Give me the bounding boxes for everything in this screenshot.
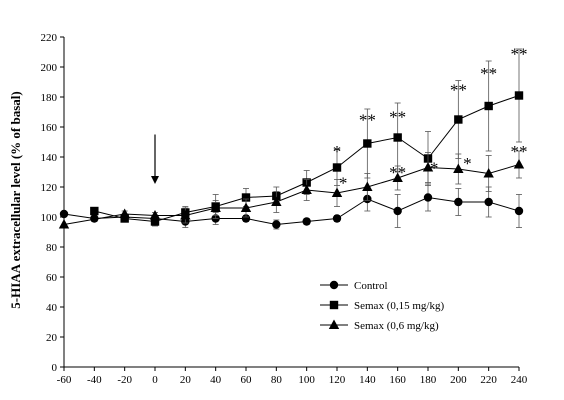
significance-mark: ** <box>511 142 528 161</box>
significance-mark: ** <box>389 108 406 127</box>
y-tick-label: 220 <box>41 32 58 44</box>
marker-triangle <box>513 159 525 169</box>
marker-square <box>329 300 339 310</box>
marker-circle <box>59 209 69 219</box>
marker-triangle <box>328 319 340 329</box>
marker-circle <box>393 206 402 216</box>
marker-square <box>90 206 99 216</box>
marker-circle <box>302 217 311 226</box>
marker-circle <box>90 214 99 223</box>
marker-triangle <box>149 210 161 220</box>
x-tick-label: 100 <box>298 374 315 386</box>
x-tick-label: 140 <box>359 374 376 386</box>
marker-triangle <box>453 163 464 173</box>
significance-mark: * <box>333 142 342 161</box>
significance-mark: ** <box>389 163 406 182</box>
legend-item-3: Semax (0,6 mg/kg) <box>320 319 439 332</box>
marker-square <box>120 214 129 223</box>
x-tick-label: -20 <box>117 374 132 386</box>
marker-circle <box>272 220 281 229</box>
marker-square <box>332 163 342 172</box>
marker-triangle <box>271 196 282 206</box>
significance-mark: * <box>339 174 348 193</box>
marker-triangle <box>210 202 221 212</box>
marker-square <box>241 193 251 202</box>
marker-circle <box>241 214 251 223</box>
marker-square <box>454 115 463 124</box>
y-axis-label: 5-HIAA extracellular level (% of basal) <box>8 91 23 308</box>
significance-mark: * <box>430 159 439 178</box>
legend: Control Semax (0,15 mg/kg) Semax (0,6 mg/k… <box>320 280 444 332</box>
series-1 <box>59 183 524 230</box>
significance-mark: ** <box>511 45 528 64</box>
x-tick-label: 60 <box>241 374 253 386</box>
y-tick-label: 80 <box>46 242 58 254</box>
significance-mark: * <box>463 154 472 173</box>
marker-circle <box>454 197 463 207</box>
y-tick-label: 20 <box>46 332 58 344</box>
significance-mark: ** <box>480 64 497 83</box>
series-layer <box>58 48 525 230</box>
significance-mark: ** <box>450 81 467 100</box>
marker-square <box>150 217 160 226</box>
marker-triangle <box>240 202 252 212</box>
series-3 <box>58 150 525 229</box>
series-line <box>63 164 520 225</box>
y-tick-label: 0 <box>52 362 58 374</box>
marker-square <box>363 139 372 148</box>
x-tick-label: 200 <box>450 374 467 386</box>
annotation-layer: **** **** ********** <box>333 45 528 193</box>
marker-square <box>484 101 493 111</box>
significance-mark: ** <box>359 111 376 130</box>
y-tick-label: 140 <box>41 152 58 164</box>
marker-circle <box>329 280 339 290</box>
legend-item-1: Control <box>320 280 388 292</box>
y-tick-label: 60 <box>46 272 58 284</box>
legend-label: Semax (0,6 mg/kg) <box>354 320 439 332</box>
marker-circle <box>332 214 342 223</box>
y-tick-label: 100 <box>41 212 58 224</box>
marker-triangle <box>422 162 434 172</box>
x-tick-label: 220 <box>480 374 497 386</box>
legend-label: Control <box>354 280 388 292</box>
x-tick-label: 40 <box>210 374 222 386</box>
injection-arrow-head <box>151 176 159 184</box>
marker-circle <box>423 193 433 202</box>
marker-square <box>514 91 524 100</box>
x-tick-label: 0 <box>152 374 158 386</box>
legend-item-2: Semax (0,15 mg/kg) <box>320 300 444 312</box>
series-line <box>63 196 520 226</box>
y-tick-label: 40 <box>46 302 58 314</box>
marker-circle <box>514 206 524 216</box>
x-tick-label: 80 <box>271 374 283 386</box>
x-tick-label: 120 <box>329 374 346 386</box>
y-tick-label: 200 <box>41 62 58 74</box>
y-tick-label: 160 <box>41 122 58 134</box>
x-tick-label: -60 <box>57 374 72 386</box>
marker-triangle <box>180 210 191 220</box>
x-tick-label: 240 <box>511 374 528 386</box>
x-tick-label: 20 <box>180 374 192 386</box>
marker-triangle <box>331 187 343 197</box>
marker-triangle <box>392 172 403 182</box>
marker-triangle <box>362 181 373 191</box>
x-tick-label: 160 <box>389 374 406 386</box>
marker-square <box>393 133 402 142</box>
y-tick-label: 180 <box>41 92 58 104</box>
x-tick-label: -40 <box>87 374 102 386</box>
marker-circle <box>484 197 493 207</box>
axes: 0 20 40 60 80 100 120 140 160 180 200 220 -60 -40 -20 0… <box>41 32 528 386</box>
marker-triangle <box>58 219 70 229</box>
marker-triangle <box>483 168 494 178</box>
legend-label: Semax (0,15 mg/kg) <box>354 300 444 312</box>
y-tick-label: 120 <box>41 182 58 194</box>
marker-triangle <box>301 184 312 194</box>
marker-triangle <box>119 208 130 218</box>
x-tick-label: 180 <box>420 374 437 386</box>
